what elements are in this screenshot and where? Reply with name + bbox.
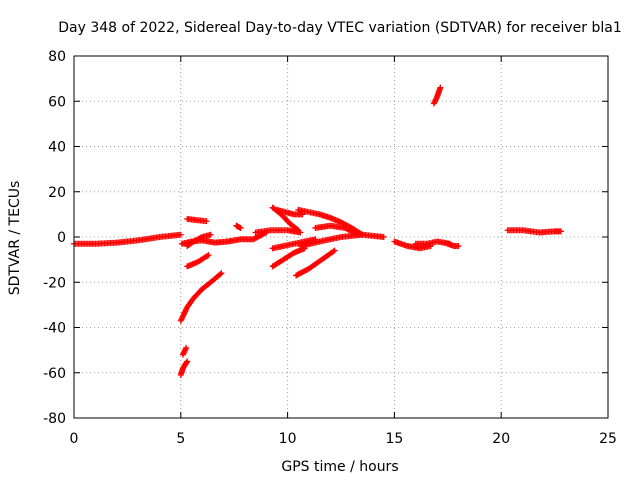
series-arc-12 bbox=[273, 206, 306, 218]
x-tick-label: 20 bbox=[492, 431, 510, 447]
x-tick-label: 10 bbox=[279, 431, 297, 447]
data-point bbox=[455, 243, 462, 250]
data-point bbox=[183, 359, 190, 366]
series-arc-9 bbox=[233, 222, 244, 231]
chart-title: Day 348 of 2022, Sidereal Day-to-day VTE… bbox=[58, 20, 621, 36]
series-arc-17 bbox=[297, 231, 387, 250]
data-point bbox=[237, 224, 244, 231]
data-point bbox=[355, 231, 362, 238]
data-point bbox=[558, 228, 565, 235]
series-arc-3 bbox=[184, 215, 210, 225]
series-arc-22 bbox=[430, 84, 444, 107]
x-tick-label: 5 bbox=[176, 431, 185, 447]
data-point bbox=[218, 270, 225, 277]
data-point bbox=[294, 226, 301, 233]
data-point bbox=[217, 271, 224, 278]
data-point bbox=[295, 227, 302, 234]
x-tick-label: 0 bbox=[70, 431, 79, 447]
data-points bbox=[71, 84, 565, 379]
data-point bbox=[437, 84, 444, 91]
series-arc-5 bbox=[184, 252, 212, 270]
axis-ticks: 0 5 10 15 20 25 -80 -60 -40 -20 0 20 40 60 80 bbox=[43, 49, 617, 447]
series-arc-15 bbox=[269, 245, 308, 270]
y-tick-label: 40 bbox=[48, 140, 66, 156]
y-tick-label: -60 bbox=[43, 366, 66, 382]
x-tick-label: 15 bbox=[385, 431, 403, 447]
data-point bbox=[330, 248, 337, 255]
data-point bbox=[353, 231, 360, 238]
series-arc-16 bbox=[293, 247, 338, 279]
y-axis-label: SDTVAR / TECUs bbox=[7, 181, 23, 296]
data-point bbox=[184, 358, 191, 365]
data-point bbox=[183, 344, 190, 351]
series-arc-6 bbox=[177, 270, 225, 324]
series-arc-23 bbox=[504, 227, 565, 236]
series-arc-4 bbox=[184, 231, 214, 250]
data-point bbox=[331, 247, 338, 254]
series-arc-21 bbox=[444, 240, 462, 250]
y-tick-label: -80 bbox=[43, 411, 66, 427]
y-tick-label: 80 bbox=[48, 49, 66, 65]
data-point bbox=[203, 218, 210, 225]
y-tick-label: 20 bbox=[48, 185, 66, 201]
y-tick-label: 0 bbox=[57, 230, 66, 246]
x-tick-label: 25 bbox=[599, 431, 617, 447]
y-tick-label: -20 bbox=[43, 275, 66, 291]
x-axis-label: GPS time / hours bbox=[281, 459, 398, 475]
grid bbox=[74, 56, 608, 418]
data-point bbox=[205, 252, 212, 259]
data-point bbox=[177, 231, 184, 238]
series-arc-7 bbox=[177, 358, 191, 379]
data-point bbox=[207, 231, 214, 238]
data-point bbox=[380, 234, 387, 240]
y-tick-label: -40 bbox=[43, 321, 66, 337]
series-arc-18 bbox=[312, 222, 362, 238]
y-tick-label: 60 bbox=[48, 94, 66, 110]
data-point bbox=[204, 252, 211, 259]
series-arc-19 bbox=[391, 238, 434, 252]
series-arc-8 bbox=[179, 344, 190, 358]
